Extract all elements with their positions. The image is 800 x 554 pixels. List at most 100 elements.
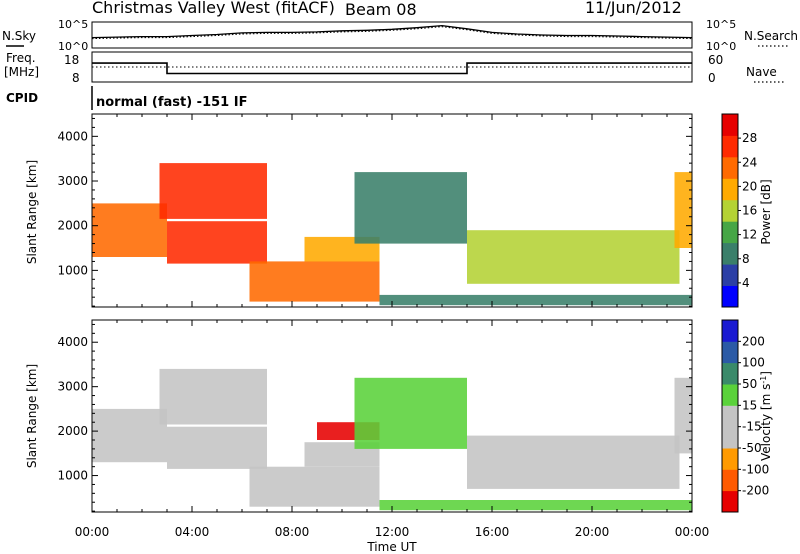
colorbar-swatch	[722, 135, 738, 158]
colorbar-frame	[721, 319, 739, 513]
y-tick-label: 1000	[57, 263, 88, 277]
colorbar-tick-label: 200	[742, 334, 765, 348]
nave-label: Nave	[746, 65, 777, 79]
colorbar-swatch	[722, 362, 738, 385]
colorbar-tick-label: -50	[742, 441, 762, 455]
x-tick-label: 08:00	[275, 525, 310, 539]
nave-tick-bottom: 0	[708, 71, 716, 85]
power-panel: 1000 2000 3000 4000 Slant Range [km] 28 24 20…	[25, 113, 773, 308]
colorbar-tick-label: -100	[742, 462, 769, 476]
colorbar-tick-label: 8	[742, 252, 750, 266]
nave-tick-top: 60	[708, 53, 723, 67]
echo-region	[354, 377, 467, 449]
colorbar-tick-label: -15	[742, 420, 762, 434]
colorbar-swatch	[722, 384, 738, 406]
x-tick-label: 12:00	[375, 525, 410, 539]
noise-tick-right-bottom: 10^0	[706, 40, 736, 53]
colorbar-swatch	[722, 320, 738, 342]
x-tick-label: 00:00	[75, 525, 110, 539]
y-tick-label: 4000	[57, 335, 88, 349]
colorbar-tick-label: 24	[742, 155, 757, 169]
colorbar-swatch	[722, 469, 738, 492]
y-tick-label: 3000	[57, 380, 88, 394]
colorbar-tick-label: 16	[742, 204, 757, 218]
velocity-echo-marks	[92, 368, 692, 511]
echo-region	[92, 203, 167, 257]
date-label: 11/Jun/2012	[585, 0, 682, 17]
colorbar-tick-label: 15	[742, 398, 757, 412]
colorbar-swatch	[722, 285, 738, 308]
y-tick-label: 2000	[57, 219, 88, 233]
echo-region	[354, 172, 467, 244]
colorbar-tick-label: -200	[742, 484, 769, 498]
frequency-tick-bottom: 8	[72, 71, 80, 85]
noise-panel-frame	[91, 21, 693, 49]
noise-search-label: N.Search	[744, 29, 798, 43]
power-colorbar: 28 24 20 16 12 8 4	[721, 113, 757, 308]
echo-region	[379, 294, 692, 306]
colorbar-tick-label: 28	[742, 131, 757, 145]
colorbar-tick-label: 50	[742, 377, 757, 391]
noise-search-line	[91, 26, 693, 40]
colorbar-swatch	[722, 448, 738, 470]
power-y-axis-label: Slant Range [km]	[25, 160, 39, 264]
y-tick-label: 1000	[57, 469, 88, 483]
echo-region	[159, 368, 267, 425]
y-tick-label: 2000	[57, 424, 88, 438]
colorbar-swatch	[722, 199, 738, 222]
colorbar-swatch	[722, 242, 738, 265]
station-title: Christmas Valley West (fitACF)	[92, 0, 335, 17]
colorbar-swatch	[722, 156, 738, 179]
frequency-line	[92, 62, 692, 75]
echo-region	[467, 435, 680, 489]
frequency-unit-label: [MHz]	[4, 65, 39, 79]
x-tick-label: 16:00	[475, 525, 510, 539]
cpid-text: normal (fast) -151 IF	[96, 95, 247, 110]
power-colorbar-label: Power [dB]	[759, 179, 773, 244]
noise-sky-label: N.Sky	[2, 29, 36, 43]
echo-region	[249, 261, 380, 302]
colorbar-swatch	[722, 490, 738, 513]
velocity-y-axis-label: Slant Range [km]	[25, 364, 39, 468]
noise-sky-line	[91, 24, 693, 39]
colorbar-swatch	[722, 264, 738, 286]
colorbar-swatch	[722, 405, 738, 428]
frequency-label: Freq.	[6, 51, 36, 65]
power-y-ticks: 1000 2000 3000 4000	[57, 117, 692, 307]
velocity-y-ticks: 1000 2000 3000 4000	[57, 323, 692, 512]
echo-region	[159, 163, 267, 219]
y-tick-label: 3000	[57, 174, 88, 188]
noise-tick-left-bottom: 10^0	[58, 40, 88, 53]
echo-region	[92, 408, 167, 463]
colorbar-swatch	[722, 114, 738, 136]
x-tick-label: 04:00	[175, 525, 210, 539]
colorbar-tick-label: 4	[742, 276, 750, 290]
time-x-ticks: 00:00 04:00 08:00 12:00 16:00 20:00 00:00	[75, 114, 710, 539]
echo-region	[167, 221, 267, 264]
frequency-tick-top: 18	[64, 53, 79, 67]
colorbar-tick-label: 20	[742, 179, 757, 193]
power-echo-marks	[92, 163, 692, 306]
noise-panel: N.Sky 10^5 10^0 10^5 10^0 N.Search	[2, 18, 798, 53]
echo-region	[249, 466, 380, 507]
velocity-colorbar: 200 100 50 15 -15 -50 -100 -200	[721, 319, 769, 513]
velocity-colorbar-label: Velocity [m s-1]	[759, 371, 774, 461]
colorbar-tick-label: 100	[742, 356, 765, 370]
x-tick-label: 00:00	[675, 525, 710, 539]
echo-region	[167, 426, 267, 469]
noise-tick-left-top: 10^5	[58, 18, 88, 31]
echo-region	[674, 377, 692, 454]
colorbar-swatch	[722, 221, 738, 244]
x-tick-label: 20:00	[575, 525, 610, 539]
beam-label: Beam 08	[345, 0, 417, 19]
cpid-label: CPID	[6, 91, 38, 105]
frequency-panel: Freq. [MHz] 18 8 60 0 Nave	[4, 51, 784, 85]
colorbar-swatch	[722, 341, 738, 364]
velocity-panel: 1000 2000 3000 4000 Slant Range [km] 200 100…	[25, 319, 774, 513]
colorbar-swatch	[722, 426, 738, 449]
colorbar-swatch	[722, 178, 738, 201]
y-tick-label: 4000	[57, 129, 88, 143]
time-x-axis-label: Time UT	[366, 540, 417, 554]
echo-region	[467, 230, 680, 284]
